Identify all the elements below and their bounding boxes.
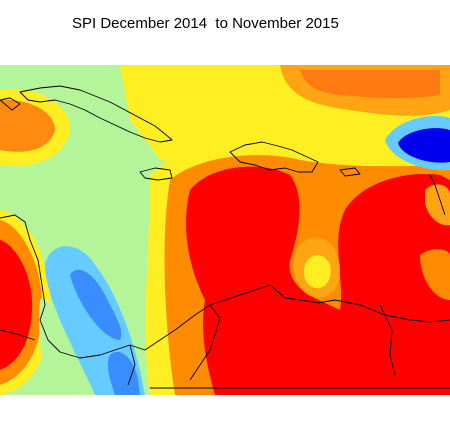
coastline-border xyxy=(127,344,136,386)
red-zone xyxy=(185,166,450,395)
orange-zone xyxy=(300,70,440,99)
orange-zone xyxy=(0,99,55,152)
coastline-hispaniola xyxy=(229,141,319,173)
spi-map xyxy=(0,65,450,395)
coastline-mainland xyxy=(0,214,450,359)
coastline-border xyxy=(189,304,221,381)
spi-field xyxy=(0,65,450,395)
yellow-zone xyxy=(303,255,331,289)
coastline-cuba xyxy=(19,85,173,143)
coastline-florida xyxy=(0,97,21,111)
orange-zone xyxy=(425,184,450,226)
blue-zone xyxy=(70,269,122,340)
coastline-border xyxy=(0,329,36,341)
red-zone xyxy=(0,240,33,370)
coastline-puerto-rico xyxy=(339,167,361,177)
map-title: SPI December 2014 to November 2015 xyxy=(72,15,339,32)
coastline-border xyxy=(379,304,396,376)
coastlines xyxy=(0,85,450,389)
coastline-jamaica xyxy=(139,167,173,181)
background-zone xyxy=(39,299,61,380)
coastline-islands xyxy=(429,174,446,216)
blue-zone xyxy=(107,351,140,395)
orange-zone xyxy=(420,249,450,300)
blue-zone xyxy=(398,128,450,163)
